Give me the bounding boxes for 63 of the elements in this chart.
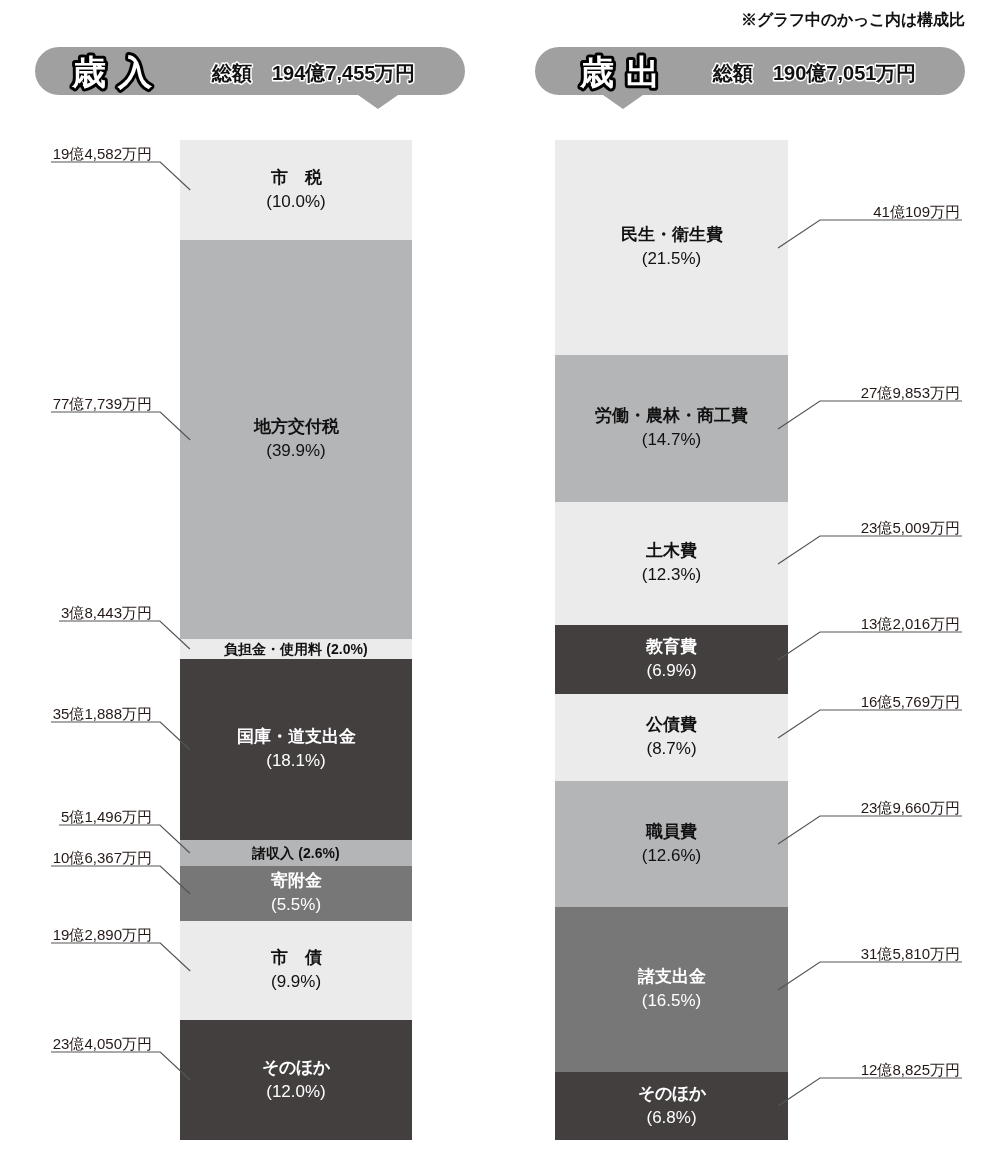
text: 10億6,367万円 (52, 848, 152, 866)
data-label: (8.7%) (646, 739, 697, 759)
data-label: (6.8%) (646, 1107, 697, 1127)
series-label: そのほか (262, 1057, 331, 1077)
series-label: 民生・衛生費 (620, 225, 723, 245)
series-label: 労働・農林・商工費 (595, 406, 748, 426)
chart-title: 歳出 (579, 53, 660, 91)
text: 5億1,496万円 (61, 808, 152, 825)
text: 35億1,888万円 (52, 704, 152, 722)
data-label: (6.9%) (646, 661, 697, 681)
text: 19億4,582万円 (52, 145, 152, 162)
data-label: (39.9%) (266, 441, 326, 461)
series-label: そのほか (637, 1083, 707, 1103)
text: 12億8,825万円 (860, 1061, 960, 1078)
text: 23億4,050万円 (52, 1035, 152, 1052)
series-label: 土木費 (645, 541, 697, 561)
bar (555, 625, 788, 694)
bar (555, 140, 788, 355)
bar (555, 502, 788, 625)
bar (180, 866, 412, 921)
chart-title: 歳入 (71, 53, 153, 91)
series-label: 教育費 (645, 636, 697, 657)
data-label: (9.9%) (270, 972, 322, 992)
text: 13億2,016万円 (860, 614, 960, 632)
series-label: 市 債 (269, 948, 322, 968)
data-label: (12.3%) (641, 565, 702, 585)
data-label: (5.5%) (270, 895, 322, 915)
bar (180, 240, 412, 639)
text: 負担金・使用料 (2.0%) (224, 640, 368, 657)
bar (180, 921, 412, 1020)
text: 77億7,739万円 (52, 394, 152, 412)
text: 23億9,660万円 (860, 799, 960, 816)
bar (180, 1020, 412, 1140)
data-label: (14.7%) (641, 430, 702, 450)
series-label: 市 税 (269, 167, 323, 187)
text: 諸収入 (2.6%) (252, 844, 340, 861)
text: ※グラフ中のかっこ内は構成比 (741, 11, 965, 28)
data-label: (12.0%) (266, 1081, 326, 1101)
text: 19億2,890万円 (52, 925, 152, 943)
series-label: 地方交付税 (252, 417, 340, 437)
text: 16億5,769万円 (860, 692, 960, 710)
series-label: 公債費 (645, 715, 697, 735)
series-label: 国庫・道支出金 (236, 727, 356, 747)
series-label: 寄附金 (270, 871, 322, 891)
text: 27億9,853万円 (860, 383, 960, 401)
bar (555, 694, 788, 781)
series-label: 諸支出金 (636, 967, 706, 987)
bar (555, 907, 788, 1072)
text: 41億109万円 (873, 202, 960, 220)
bar (555, 781, 788, 907)
text: 3億8,443万円 (61, 604, 152, 621)
bar (555, 355, 788, 502)
bar (180, 140, 412, 240)
data-label: (18.1%) (266, 751, 326, 771)
text: 23億5,009万円 (860, 518, 960, 536)
data-label: (16.5%) (641, 991, 702, 1011)
bar (555, 1072, 788, 1140)
data-label: (12.6%) (641, 845, 702, 865)
bar (180, 659, 412, 840)
text: 31億5,810万円 (860, 944, 960, 962)
data-label: (10.0%) (266, 191, 326, 211)
data-label: (21.5%) (641, 249, 702, 269)
series-label: 職員費 (645, 821, 697, 841)
